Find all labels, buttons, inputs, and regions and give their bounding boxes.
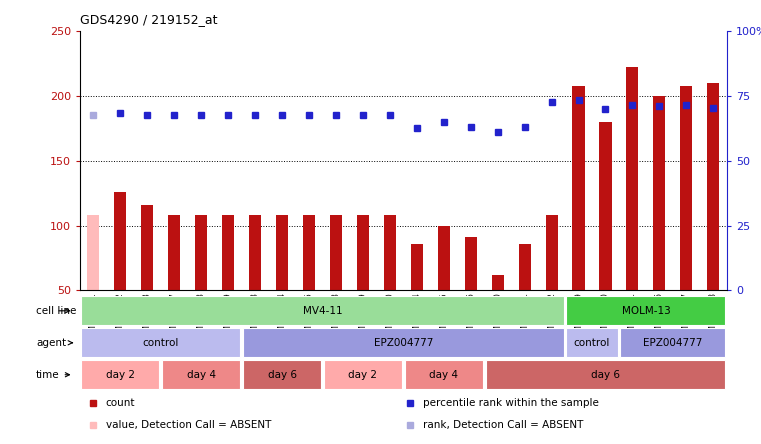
Bar — [653, 96, 665, 290]
Text: agent: agent — [36, 338, 72, 348]
Text: count: count — [106, 398, 135, 408]
Bar — [600, 122, 612, 290]
Bar — [546, 215, 558, 290]
Bar — [566, 329, 618, 357]
Text: day 4: day 4 — [429, 370, 458, 380]
Bar — [243, 361, 321, 389]
Bar — [405, 361, 482, 389]
Bar — [492, 275, 504, 290]
Text: control: control — [142, 338, 179, 348]
Text: percentile rank within the sample: percentile rank within the sample — [423, 398, 599, 408]
Bar — [465, 237, 477, 290]
Bar — [620, 329, 725, 357]
Bar — [330, 215, 342, 290]
Text: value, Detection Call = ABSENT: value, Detection Call = ABSENT — [106, 420, 271, 430]
Bar — [680, 86, 693, 290]
Bar — [81, 297, 564, 325]
Bar — [357, 215, 369, 290]
Bar — [707, 83, 719, 290]
Bar — [88, 215, 100, 290]
Bar — [324, 361, 402, 389]
Bar — [384, 215, 396, 290]
Bar — [486, 361, 725, 389]
Bar — [572, 86, 584, 290]
Text: day 6: day 6 — [591, 370, 620, 380]
Bar — [249, 215, 261, 290]
Bar — [626, 67, 638, 290]
Text: time: time — [36, 370, 69, 380]
Text: MV4-11: MV4-11 — [303, 306, 342, 316]
Text: GDS4290 / 219152_at: GDS4290 / 219152_at — [80, 13, 218, 26]
Text: day 2: day 2 — [349, 370, 377, 380]
Text: EPZ004777: EPZ004777 — [374, 338, 433, 348]
Text: MOLM-13: MOLM-13 — [622, 306, 670, 316]
Bar — [114, 192, 126, 290]
Bar — [518, 244, 530, 290]
Bar — [411, 244, 423, 290]
Text: cell line: cell line — [36, 306, 76, 316]
Bar — [222, 215, 234, 290]
Text: rank, Detection Call = ABSENT: rank, Detection Call = ABSENT — [423, 420, 583, 430]
Text: EPZ004777: EPZ004777 — [643, 338, 702, 348]
Text: day 4: day 4 — [186, 370, 215, 380]
Text: control: control — [574, 338, 610, 348]
Bar — [438, 226, 450, 290]
Bar — [195, 215, 207, 290]
Bar — [81, 361, 159, 389]
Text: day 2: day 2 — [106, 370, 135, 380]
Bar — [303, 215, 315, 290]
Bar — [243, 329, 564, 357]
Bar — [566, 297, 725, 325]
Bar — [142, 205, 154, 290]
Bar — [162, 361, 240, 389]
Bar — [276, 215, 288, 290]
Bar — [168, 215, 180, 290]
Bar — [81, 329, 240, 357]
Text: day 6: day 6 — [268, 370, 297, 380]
